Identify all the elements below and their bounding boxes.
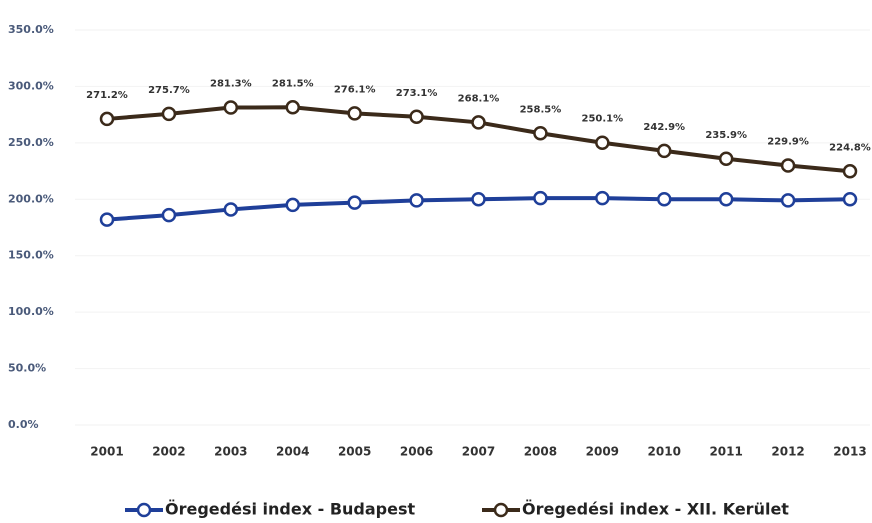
x-tick-label: 2002 xyxy=(152,445,185,459)
marker xyxy=(161,106,177,122)
legend-marker xyxy=(493,502,509,518)
data-label: 224.8% xyxy=(829,142,871,153)
marker xyxy=(285,100,300,115)
x-tick-label: 2005 xyxy=(338,445,371,459)
marker xyxy=(99,111,115,127)
marker xyxy=(595,190,610,206)
marker xyxy=(718,151,734,167)
x-tick-label: 2012 xyxy=(771,445,804,459)
marker xyxy=(842,164,858,179)
marker xyxy=(285,197,300,213)
marker xyxy=(99,212,115,227)
x-tick-label: 2011 xyxy=(709,445,742,459)
marker xyxy=(657,143,672,159)
marker xyxy=(780,158,796,173)
x-tick-label: 2003 xyxy=(214,445,247,459)
marker xyxy=(718,192,734,207)
legend-marker xyxy=(136,502,152,518)
x-tick-label: 2010 xyxy=(648,445,681,459)
data-label: 229.9% xyxy=(767,137,809,148)
x-tick-label: 2007 xyxy=(462,445,495,459)
x-tick-label: 2008 xyxy=(524,445,557,459)
data-label: 275.7% xyxy=(148,85,190,96)
data-label: 268.1% xyxy=(458,93,500,104)
marker xyxy=(347,195,362,210)
data-label: 235.9% xyxy=(705,130,747,141)
y-tick-label: 300.0% xyxy=(8,79,54,92)
marker xyxy=(780,193,796,208)
data-label: 276.1% xyxy=(334,84,376,95)
x-tick-label: 2013 xyxy=(833,445,866,459)
x-tick-label: 2006 xyxy=(400,445,433,459)
marker xyxy=(161,207,177,223)
marker xyxy=(533,190,548,206)
legend-label: Öregedési index - XII. Kerület xyxy=(522,500,789,519)
x-tick-label: 2009 xyxy=(586,445,619,459)
marker xyxy=(409,193,424,208)
y-tick-label: 150.0% xyxy=(8,249,54,262)
x-tick-label: 2001 xyxy=(90,445,123,459)
y-tick-label: 350.0% xyxy=(8,23,54,36)
marker xyxy=(533,126,548,141)
marker xyxy=(223,202,239,217)
x-tick-label: 2004 xyxy=(276,445,309,459)
marker xyxy=(595,135,610,150)
marker xyxy=(657,192,672,207)
data-label: 281.3% xyxy=(210,79,252,90)
y-tick-label: 50.0% xyxy=(8,362,46,375)
data-label: 281.5% xyxy=(272,78,314,89)
data-label: 258.5% xyxy=(520,104,562,115)
y-tick-label: 0.0% xyxy=(8,418,39,431)
data-label: 271.2% xyxy=(86,90,128,101)
data-label: 242.9% xyxy=(643,122,685,133)
y-tick-label: 200.0% xyxy=(8,192,54,205)
data-label: 250.1% xyxy=(582,114,624,125)
marker xyxy=(842,192,858,207)
marker xyxy=(223,100,239,115)
marker xyxy=(409,109,424,125)
data-label: 273.1% xyxy=(396,88,438,99)
marker xyxy=(471,115,486,130)
marker xyxy=(347,106,362,121)
legend-label: Öregedési index - Budapest xyxy=(165,500,415,519)
y-tick-label: 250.0% xyxy=(8,136,54,149)
marker xyxy=(471,192,486,207)
y-tick-label: 100.0% xyxy=(8,305,54,318)
